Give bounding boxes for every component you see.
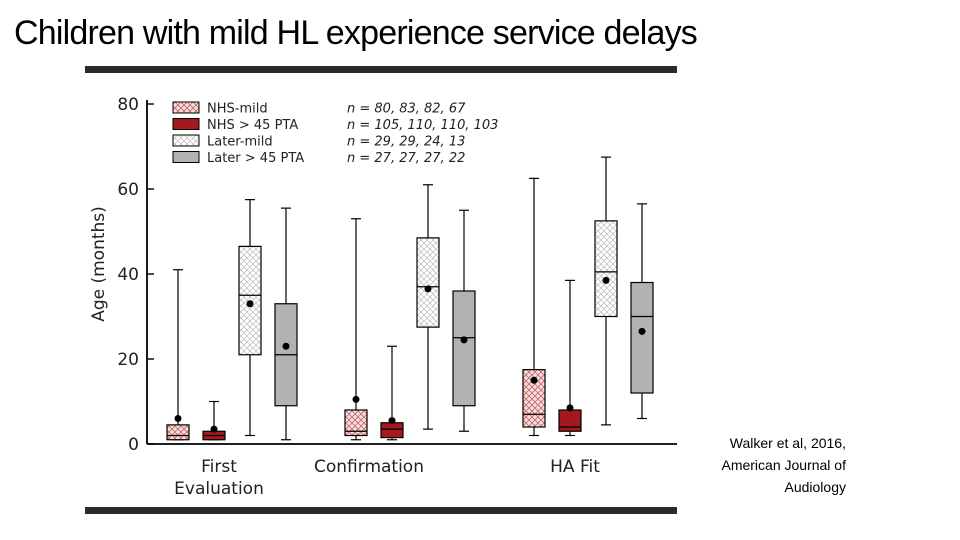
y-tick-label: 60 — [117, 180, 139, 200]
legend-swatch — [172, 134, 200, 147]
box-body — [522, 369, 546, 428]
mean-marker — [174, 415, 182, 422]
box-crosshatch-light — [416, 184, 440, 430]
legend-n: n = 105, 110, 110, 103 — [347, 118, 498, 133]
box-solid-red — [202, 400, 226, 441]
legend-label: Later-mild — [207, 135, 273, 150]
box-body — [380, 422, 404, 439]
category-label: Confirmation — [314, 457, 424, 477]
box-body — [558, 409, 582, 432]
citation-line: American Journal of — [721, 457, 846, 473]
y-tick-label: 40 — [117, 265, 139, 285]
box-crosshatch-red — [166, 269, 190, 441]
legend-label: NHS > 45 PTA — [207, 118, 298, 133]
box-body — [594, 220, 618, 318]
box-body — [166, 424, 190, 441]
box-body — [630, 281, 654, 394]
legend-label: Later > 45 PTA — [207, 151, 304, 166]
mean-marker — [460, 336, 468, 344]
box-crosshatch-red — [344, 218, 368, 441]
box-crosshatch-light — [238, 199, 262, 437]
legend-n: n = 80, 83, 82, 67 — [347, 102, 466, 117]
box-solid-gray — [630, 203, 654, 420]
legend-swatch — [172, 118, 200, 130]
category-label: Evaluation — [174, 479, 264, 499]
slide-title: Children with mild HL experience service… — [14, 14, 698, 52]
y-tick-label: 80 — [117, 95, 139, 115]
mean-marker — [388, 417, 396, 425]
box-crosshatch-light — [594, 156, 618, 426]
box-body — [416, 237, 440, 328]
box-solid-gray — [274, 207, 298, 441]
legend-n: n = 29, 29, 24, 13 — [347, 135, 465, 150]
citation-line: Walker et al, 2016, — [729, 435, 846, 451]
category-label: First — [201, 457, 237, 477]
mean-marker — [602, 276, 610, 284]
legend-swatch — [172, 151, 200, 163]
box-crosshatch-red — [522, 177, 546, 437]
legend-label: NHS-mild — [207, 102, 268, 117]
citation-line: Audiology — [784, 479, 847, 495]
legend-n: n = 27, 27, 27, 22 — [347, 151, 465, 166]
box-body — [344, 409, 368, 437]
legend-swatch — [172, 101, 200, 114]
box-solid-gray — [452, 209, 476, 432]
top-rule — [85, 66, 677, 73]
mean-marker — [530, 376, 538, 384]
mean-marker — [638, 327, 646, 335]
box-body — [452, 290, 476, 407]
y-tick-label: 0 — [128, 435, 139, 455]
bottom-rule — [85, 507, 677, 514]
box-solid-red — [558, 279, 582, 437]
citation: Walker et al, 2016, American Journal of … — [626, 432, 846, 498]
mean-marker — [566, 404, 574, 412]
mean-marker — [246, 300, 254, 308]
mean-marker — [424, 285, 432, 293]
category-label: HA Fit — [550, 457, 600, 477]
mean-marker — [210, 425, 218, 433]
mean-marker — [352, 395, 360, 403]
y-axis-label: Age (months) — [89, 206, 109, 322]
box-solid-red — [380, 345, 404, 441]
y-tick-label: 20 — [117, 350, 139, 370]
mean-marker — [282, 342, 290, 350]
